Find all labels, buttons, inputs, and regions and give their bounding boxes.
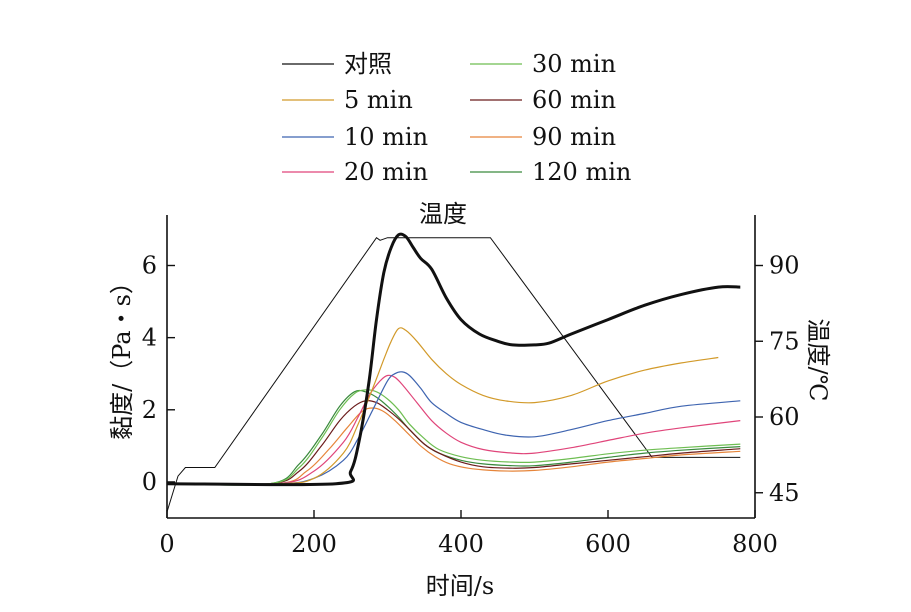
temperature-line bbox=[166, 236, 741, 513]
y-right-tick-label: 60 bbox=[769, 403, 800, 431]
plot-area bbox=[166, 232, 741, 513]
series-line-90-min bbox=[166, 407, 741, 486]
series-line-control-0 bbox=[166, 232, 741, 487]
series-line-5-min bbox=[166, 327, 719, 485]
axes: 0 200 400 600 800 0 2 4 6 45 60 75 90 bbox=[142, 215, 800, 558]
x-axis-label: 时间/s bbox=[426, 572, 494, 600]
y-left-tick-label: 2 bbox=[142, 396, 157, 424]
legend-label: 对照 bbox=[344, 50, 392, 78]
x-tick-label: 800 bbox=[732, 530, 778, 558]
legend: 对照 5 min 10 min 20 min 30 min 60 min 90 min 120… bbox=[282, 50, 631, 186]
legend-label: 60 min bbox=[532, 86, 616, 114]
x-tick-label: 400 bbox=[438, 530, 484, 558]
temperature-curve-label: 温度 bbox=[419, 200, 467, 228]
legend-label: 10 min bbox=[344, 123, 428, 151]
y-left-tick-label: 0 bbox=[142, 468, 157, 496]
x-tick-label: 0 bbox=[159, 530, 174, 558]
y-right-tick-label: 75 bbox=[769, 327, 800, 355]
legend-label: 30 min bbox=[532, 50, 616, 78]
series-line-60-min bbox=[166, 400, 741, 486]
y-left-tick-label: 6 bbox=[142, 252, 157, 280]
legend-label: 90 min bbox=[532, 123, 616, 151]
y-axis-right-label: 温度/℃ bbox=[804, 319, 832, 402]
legend-label: 20 min bbox=[344, 158, 428, 186]
legend-label: 120 min bbox=[532, 158, 631, 186]
series-line-10-min bbox=[166, 371, 741, 485]
y-right-tick-label: 45 bbox=[769, 479, 800, 507]
y-right-tick-label: 90 bbox=[769, 252, 800, 280]
series-line-20-min bbox=[166, 374, 741, 486]
x-tick-label: 600 bbox=[585, 530, 631, 558]
y-axis-left-label: 黏度/（Pa・s） bbox=[108, 270, 136, 440]
series-line-30-min bbox=[166, 389, 741, 486]
y-left-tick-label: 4 bbox=[142, 324, 157, 352]
x-tick-label: 200 bbox=[291, 530, 337, 558]
legend-label: 5 min bbox=[344, 86, 413, 114]
